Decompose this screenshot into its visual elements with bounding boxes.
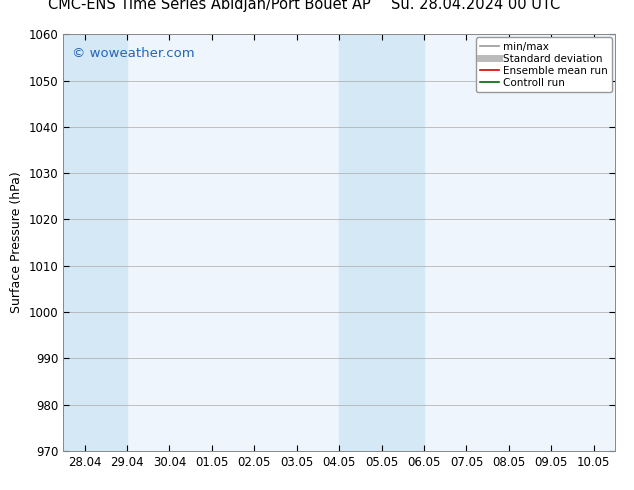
Bar <box>339 34 424 451</box>
Legend: min/max, Standard deviation, Ensemble mean run, Controll run: min/max, Standard deviation, Ensemble me… <box>476 37 612 92</box>
Text: Su. 28.04.2024 00 UTC: Su. 28.04.2024 00 UTC <box>391 0 560 12</box>
Y-axis label: Surface Pressure (hPa): Surface Pressure (hPa) <box>10 172 23 314</box>
Text: CMC-ENS Time Series Abidjan/Port Bouet AP: CMC-ENS Time Series Abidjan/Port Bouet A… <box>48 0 371 12</box>
Text: © woweather.com: © woweather.com <box>72 47 194 60</box>
Bar <box>63 34 127 451</box>
